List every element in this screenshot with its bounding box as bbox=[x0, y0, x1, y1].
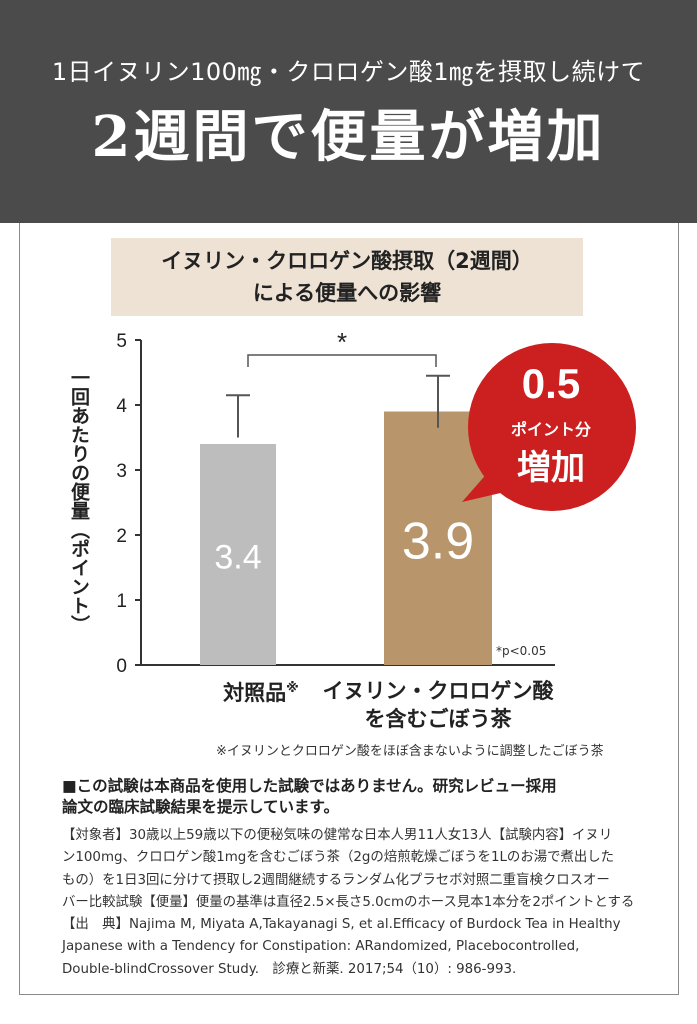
callout-bubble bbox=[462, 343, 636, 511]
y-tick-label: 1 bbox=[116, 591, 127, 612]
details-line: ン100mg、クロロゲン酸1mgを含むごぼう茶（2gの焙煎乾燥ごぼうを1Lのお湯… bbox=[62, 850, 615, 866]
header-title: 2週間で便量が増加 bbox=[91, 104, 606, 170]
y-tick-label: 3 bbox=[116, 461, 127, 482]
control-label: 対照品 bbox=[223, 681, 287, 705]
details-line: Double-blindCrossover Study. 診療と新薬. 2017… bbox=[62, 961, 517, 977]
header-subtitle: 1日イヌリン100㎎・クロロゲン酸1㎎を摂取し続けて bbox=[51, 58, 646, 86]
details-line: Japanese with a Tendency for Constipatio… bbox=[62, 939, 580, 955]
study-details: 【対象者】30歳以上59歳以下の便秘気味の健常な日本人男11人女13人【試験内容… bbox=[62, 825, 652, 981]
disclaimer-line2: 論文の臨床試験結果を提示しています。 bbox=[62, 798, 339, 816]
bar-value-label: 3.9 bbox=[402, 512, 474, 570]
y-tick-label: 5 bbox=[116, 331, 127, 352]
details-line: 【出 典】Najima M, Miyata A,Takayanagi S, et… bbox=[62, 917, 621, 933]
x-category-treatment: イヌリン・クロロゲン酸 を含むごぼう茶 bbox=[320, 677, 556, 733]
chart-bars: 3.4 3.9 bbox=[200, 411, 492, 665]
callout-tail bbox=[462, 470, 522, 502]
bar-value-label: 3.4 bbox=[214, 539, 261, 577]
disclaimer-line1: ■この試験は本商品を使用した試験ではありません。研究レビュー採用 bbox=[62, 777, 557, 795]
footnote: ※イヌリンとクロロゲン酸をほぼ含まないように調整したごぼう茶 bbox=[216, 744, 604, 759]
callout-word: 増加 bbox=[517, 449, 585, 487]
bar bbox=[200, 444, 276, 665]
callout-unit: ポイント分 bbox=[510, 422, 591, 439]
details-line: 【対象者】30歳以上59歳以下の便秘気味の健常な日本人男11人女13人【試験内容… bbox=[62, 828, 613, 843]
significance-star: * bbox=[337, 327, 347, 357]
y-tick-label: 0 bbox=[116, 656, 127, 677]
header-banner: 1日イヌリン100㎎・クロロゲン酸1㎎を摂取し続けて 2週間で便量が増加 bbox=[0, 0, 697, 223]
chart-error-bars bbox=[226, 374, 450, 438]
treatment-line1: イヌリン・クロロゲン酸 bbox=[322, 679, 554, 703]
chart-title-line1: イヌリン・クロロゲン酸摂取（2週間） bbox=[161, 249, 533, 273]
chart-title-box: イヌリン・クロロゲン酸摂取（2週間） による便量への影響 bbox=[111, 238, 583, 316]
control-mark: ※ bbox=[286, 681, 299, 696]
details-line: もの）を1日3回に分けて摂取し2週間継続するランダム化プラセボ対照二重盲検クロス… bbox=[62, 872, 610, 888]
callout-value: 0.5 bbox=[521, 360, 581, 407]
significance-bracket bbox=[247, 354, 437, 367]
y-tick-label: 2 bbox=[116, 526, 127, 547]
details-line: バー比較試験【便量】便量の基準は直径2.5×長さ5.0cmのホース見本1本分を2… bbox=[62, 894, 635, 910]
treatment-line2: を含むごぼう茶 bbox=[364, 707, 512, 731]
x-category-control: 対照品※ bbox=[206, 677, 316, 707]
y-tick-label: 4 bbox=[116, 396, 127, 417]
callout-circle bbox=[468, 343, 636, 511]
disclaimer: ■この試験は本商品を使用した試験ではありません。研究レビュー採用 論文の臨床試験… bbox=[62, 776, 652, 818]
y-axis-label: 一回あたりの便量（ポイント） bbox=[68, 368, 90, 634]
chart-significance: * bbox=[247, 327, 437, 367]
significance-note: *p<0.05 bbox=[496, 644, 547, 658]
chart-title-line2: による便量への影響 bbox=[252, 281, 442, 305]
